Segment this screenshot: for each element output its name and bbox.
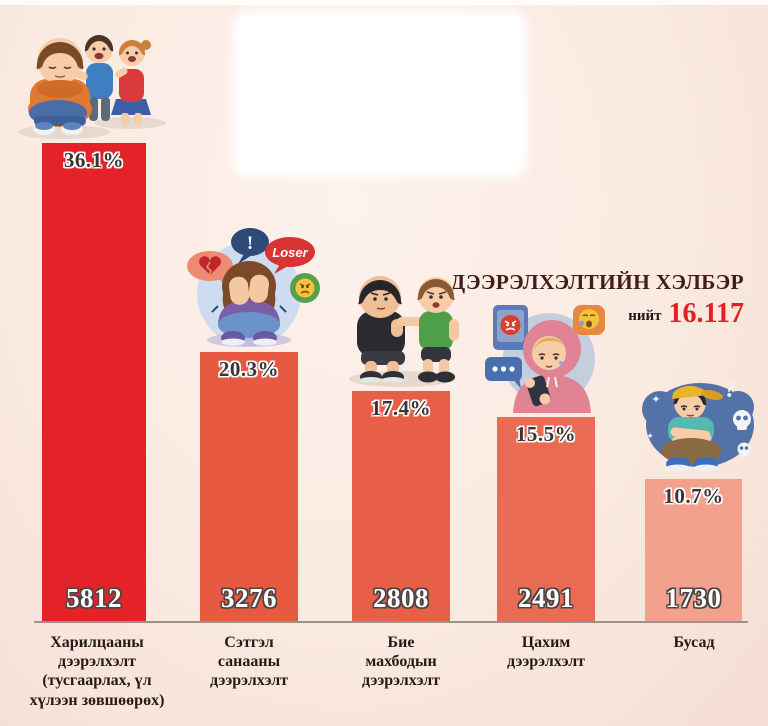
blank-white-panel [238, 16, 522, 172]
svg-text:?: ? [724, 377, 736, 403]
svg-text:Loser: Loser [272, 245, 308, 260]
axis-baseline [34, 621, 748, 623]
bar-group-communication: 36.1% 5812 [18, 13, 166, 622]
girl-covering-face-loser-speech-bubbles-icon: ! Loser [176, 222, 322, 350]
percent-label-other: 10.7% [663, 484, 724, 508]
bar-cyber: 15.5% 2491 [497, 417, 595, 622]
category-label-emotional: Сэтгэл санааны дээрэлхэлт [209, 634, 289, 690]
category-label-other: Бусад [673, 634, 715, 651]
bar-emotional: 20.3% 3276 [200, 352, 298, 622]
bar-chart: 36.1% 5812 ! [18, 13, 754, 623]
total-label: нийт [628, 308, 662, 324]
bar-other: 10.7% 1730 [645, 479, 742, 622]
value-label-other: 1730 [665, 583, 722, 613]
bar-group-other: ? ✦ ✦ [641, 367, 754, 622]
bar-group-physical: 17.4% 2808 [349, 259, 459, 622]
value-label-communication: 5812 [66, 583, 122, 613]
bar-communication: 36.1% 5812 [42, 143, 146, 622]
boy-grabbing-another-boy-icon [335, 259, 467, 389]
percent-label-physical: 17.4% [370, 396, 432, 420]
percent-label-communication: 36.1% [63, 148, 125, 172]
value-label-emotional: 3276 [221, 583, 277, 613]
total-line: нийт 16.117 [450, 298, 744, 330]
bar-group-cyber: 15.5% 2491 [485, 297, 605, 622]
svg-text:✦: ✦ [651, 394, 660, 406]
chart-title: ДЭЭРЭЛХЭЛТИЙН ХЭЛБЭР [450, 270, 744, 294]
total-value: 16.117 [668, 298, 744, 329]
bar-physical: 17.4% 2808 [352, 391, 450, 622]
svg-text:✦: ✦ [646, 431, 654, 441]
svg-text:!: ! [247, 233, 253, 254]
value-label-physical: 2808 [373, 583, 429, 613]
kids-mocking-isolated-sad-boy-icon [8, 13, 180, 141]
chart-header: ДЭЭРЭЛХЭЛТИЙН ХЭЛБЭР нийт 16.117 [450, 270, 744, 330]
category-label-communication: Харилцааны дээрэлхэлт (тусгаарлах, үл хү… [29, 634, 165, 709]
percent-label-cyber: 15.5% [515, 422, 577, 446]
girl-in-hoodie-crying-at-phone-icon [483, 297, 609, 415]
category-label-cyber: Цахим дээрэлхэлт [506, 634, 586, 671]
category-label-physical: Бие махбодын дээрэлхэлт [361, 634, 441, 690]
bar-group-emotional: ! Loser [187, 222, 320, 622]
sad-boy-with-question-and-skulls-icon: ? ✦ ✦ [630, 367, 758, 477]
value-label-cyber: 2491 [518, 583, 574, 613]
percent-label-emotional: 20.3% [218, 357, 280, 381]
top-white-strip [0, 0, 768, 5]
